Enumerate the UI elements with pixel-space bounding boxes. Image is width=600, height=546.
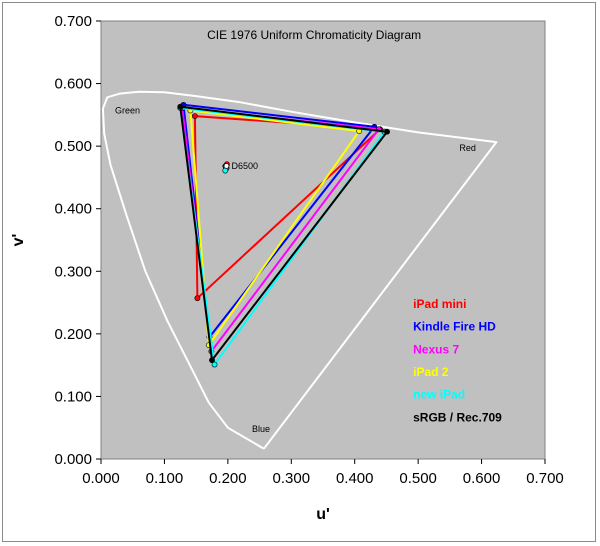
- y-axis-title: v': [10, 234, 27, 247]
- plot-area: [100, 20, 546, 460]
- y-tick-label: 0.600: [54, 76, 92, 93]
- legend-item-srgb-rec-709: sRGB / Rec.709: [413, 410, 502, 424]
- y-tick-label: 0.700: [54, 13, 92, 30]
- legend-item-ipad-mini: iPad mini: [413, 297, 466, 311]
- gamut-point-srgb-rec-709-0: [384, 128, 390, 135]
- gamut-point-ipad-mini-2: [194, 295, 201, 302]
- legend-item-new-ipad: new iPad: [413, 388, 465, 402]
- legend-item-ipad-2: iPad 2: [413, 365, 449, 379]
- white-point-new-ipad: [222, 167, 229, 174]
- region-label-green: Green: [115, 106, 140, 116]
- gamut-point-srgb-rec-709-2: [209, 357, 215, 364]
- chart-frame: 0.000 0.100 0.200 0.300 0.400 0.500 0.600 0.700…: [2, 2, 596, 542]
- y-tick-label: 0.400: [54, 201, 92, 218]
- gamut-line-ipad-2: [189, 109, 361, 347]
- legend-item-nexus-7: Nexus 7: [413, 342, 459, 356]
- x-tick-label: 0.000: [82, 470, 120, 487]
- x-tick-label: 0.500: [399, 470, 437, 487]
- x-tick-label: 0.300: [273, 470, 311, 487]
- white-point-d6500-marker: [223, 163, 230, 169]
- x-tick-label: 0.600: [463, 470, 501, 487]
- white-point-d6500-label: D6500: [231, 161, 258, 171]
- region-label-blue: Blue: [252, 424, 270, 434]
- y-tick-label: 0.300: [54, 263, 92, 280]
- x-tick-label: 0.700: [526, 470, 564, 487]
- spectral-locus-line: [101, 90, 498, 450]
- y-tick-label: 0.200: [54, 326, 92, 343]
- y-tick-label: 0.500: [54, 138, 92, 155]
- region-label-red: Red: [459, 143, 476, 153]
- gamut-line-srgb-rec-709: [179, 105, 388, 362]
- x-tick-label: 0.400: [336, 470, 374, 487]
- y-tick-label: 0.000: [54, 451, 92, 468]
- chart-title: CIE 1976 Uniform Chromaticity Diagram: [207, 28, 421, 42]
- gamut-point-new-ipad-2: [211, 361, 218, 368]
- x-axis-title: u': [316, 506, 330, 523]
- chromaticity-chart: 0.000 0.100 0.200 0.300 0.400 0.500 0.600 0.700…: [10, 13, 564, 523]
- gamut-point-srgb-rec-709-1: [177, 103, 184, 110]
- legend-item-kindle-fire-hd: Kindle Fire HD: [413, 320, 496, 334]
- gamut-point-ipad-mini-1: [191, 113, 198, 120]
- y-tick-label: 0.100: [54, 388, 92, 405]
- x-tick-label: 0.200: [209, 470, 247, 487]
- x-tick-label: 0.100: [146, 470, 184, 487]
